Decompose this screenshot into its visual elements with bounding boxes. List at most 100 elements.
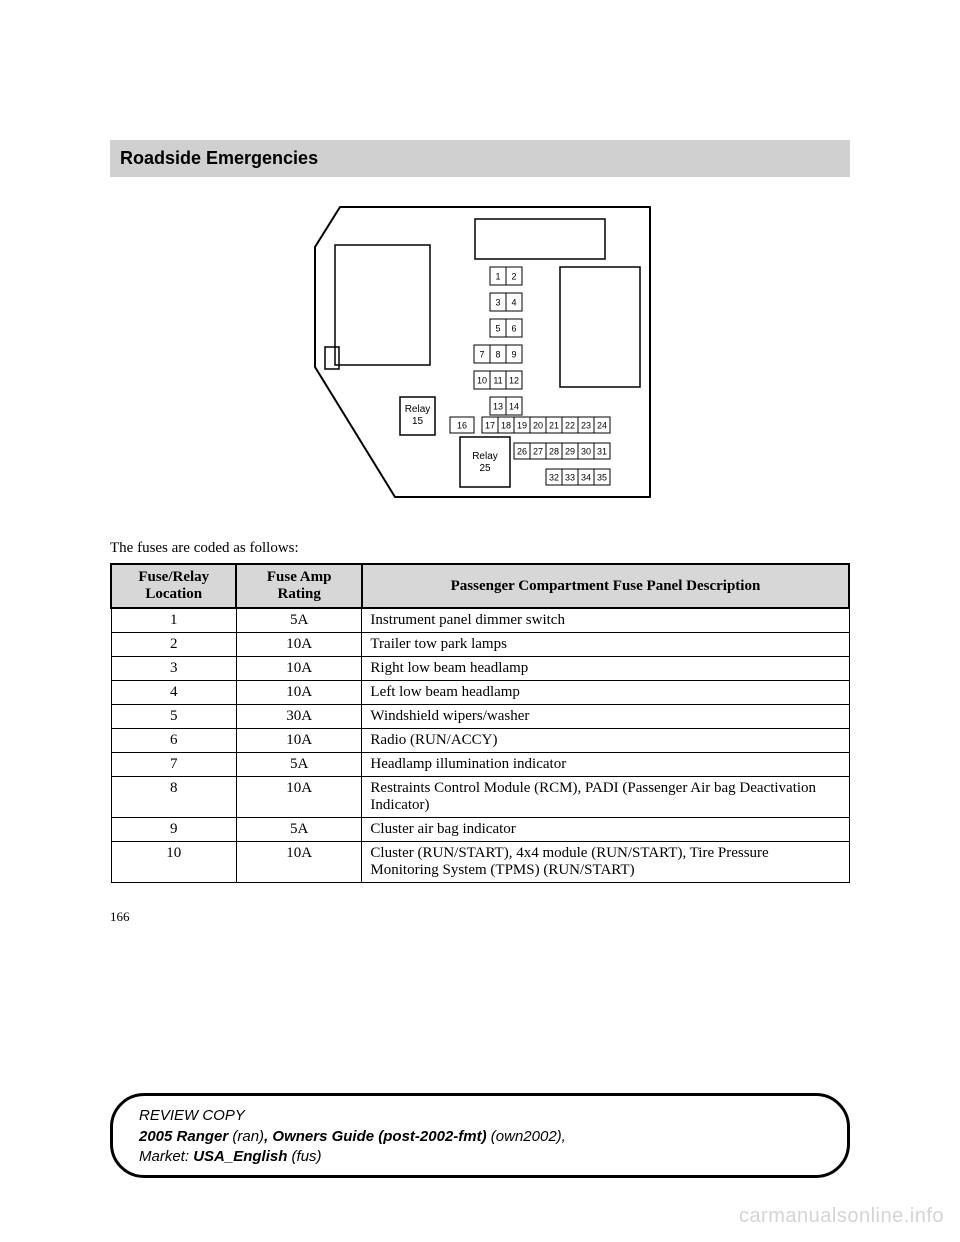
svg-text:29: 29 xyxy=(565,447,575,457)
table-row: 75AHeadlamp illumination indicator xyxy=(111,753,849,777)
svg-text:26: 26 xyxy=(517,447,527,457)
table-cell: 10A xyxy=(236,681,361,705)
table-cell: 5A xyxy=(236,818,361,842)
table-row: 1010ACluster (RUN/START), 4x4 module (RU… xyxy=(111,842,849,883)
table-header: Fuse Amp Rating xyxy=(236,564,361,608)
table-cell: 10A xyxy=(236,777,361,818)
svg-text:34: 34 xyxy=(581,473,591,483)
footer-own: (own2002) xyxy=(487,1128,562,1145)
svg-text:28: 28 xyxy=(549,447,559,457)
table-row: 610ARadio (RUN/ACCY) xyxy=(111,729,849,753)
svg-text:32: 32 xyxy=(549,473,559,483)
svg-text:6: 6 xyxy=(511,324,516,334)
table-cell: 8 xyxy=(111,777,236,818)
table-row: 310ARight low beam headlamp xyxy=(111,657,849,681)
table-cell: 10A xyxy=(236,842,361,883)
svg-text:24: 24 xyxy=(597,421,607,431)
footer-comma2: , xyxy=(562,1128,566,1145)
svg-text:18: 18 xyxy=(501,421,511,431)
table-cell: 3 xyxy=(111,657,236,681)
svg-text:35: 35 xyxy=(597,473,607,483)
svg-text:7: 7 xyxy=(479,350,484,360)
svg-text:4: 4 xyxy=(511,298,516,308)
table-row: 530AWindshield wipers/washer xyxy=(111,705,849,729)
svg-text:10: 10 xyxy=(477,376,487,386)
table-cell: Headlamp illumination indicator xyxy=(362,753,849,777)
table-cell: Windshield wipers/washer xyxy=(362,705,849,729)
footer-line1: REVIEW COPY xyxy=(139,1106,821,1126)
table-cell: Right low beam headlamp xyxy=(362,657,849,681)
table-cell: 5A xyxy=(236,608,361,633)
manual-page: Roadside Emergencies Relay15Relay2512345… xyxy=(0,0,960,925)
svg-text:15: 15 xyxy=(412,416,424,427)
footer-model: 2005 Ranger xyxy=(139,1128,228,1145)
section-header: Roadside Emergencies xyxy=(110,140,850,177)
svg-text:22: 22 xyxy=(565,421,575,431)
table-row: 810ARestraints Control Module (RCM), PAD… xyxy=(111,777,849,818)
table-cell: Instrument panel dimmer switch xyxy=(362,608,849,633)
intro-text: The fuses are coded as follows: xyxy=(110,540,850,557)
svg-text:3: 3 xyxy=(495,298,500,308)
footer-market-label: Market: xyxy=(139,1148,193,1165)
table-cell: 4 xyxy=(111,681,236,705)
table-cell: 7 xyxy=(111,753,236,777)
table-cell: 6 xyxy=(111,729,236,753)
svg-text:2: 2 xyxy=(511,272,516,282)
svg-text:12: 12 xyxy=(509,376,519,386)
table-cell: 30A xyxy=(236,705,361,729)
footer-line2: 2005 Ranger (ran), Owners Guide (post-20… xyxy=(139,1127,821,1147)
page-number: 166 xyxy=(110,909,850,925)
table-cell: Cluster air bag indicator xyxy=(362,818,849,842)
table-header: Passenger Compartment Fuse Panel Descrip… xyxy=(362,564,849,608)
table-row: 410ALeft low beam headlamp xyxy=(111,681,849,705)
svg-text:20: 20 xyxy=(533,421,543,431)
svg-text:1: 1 xyxy=(495,272,500,282)
table-cell: 10A xyxy=(236,729,361,753)
svg-text:Relay: Relay xyxy=(472,451,498,462)
table-cell: 5A xyxy=(236,753,361,777)
svg-text:19: 19 xyxy=(517,421,527,431)
svg-text:30: 30 xyxy=(581,447,591,457)
table-cell: 5 xyxy=(111,705,236,729)
fuse-table: Fuse/Relay LocationFuse Amp RatingPassen… xyxy=(110,563,850,883)
table-cell: 1 xyxy=(111,608,236,633)
svg-text:31: 31 xyxy=(597,447,607,457)
table-row: 95ACluster air bag indicator xyxy=(111,818,849,842)
svg-text:14: 14 xyxy=(509,402,519,412)
svg-text:8: 8 xyxy=(495,350,500,360)
table-cell: Cluster (RUN/START), 4x4 module (RUN/STA… xyxy=(362,842,849,883)
table-cell: 9 xyxy=(111,818,236,842)
footer-fus: (fus) xyxy=(287,1148,321,1165)
svg-text:17: 17 xyxy=(485,421,495,431)
svg-text:13: 13 xyxy=(493,402,503,412)
svg-text:5: 5 xyxy=(495,324,500,334)
svg-text:33: 33 xyxy=(565,473,575,483)
table-cell: 2 xyxy=(111,633,236,657)
svg-text:21: 21 xyxy=(549,421,559,431)
fuse-panel-diagram: Relay15Relay2512345678910111213141617181… xyxy=(300,197,660,507)
fuse-diagram-wrap: Relay15Relay2512345678910111213141617181… xyxy=(110,197,850,512)
table-cell: Radio (RUN/ACCY) xyxy=(362,729,849,753)
footer-guide: Owners Guide (post-2002-fmt) xyxy=(272,1128,486,1145)
footer-box: REVIEW COPY 2005 Ranger (ran), Owners Gu… xyxy=(110,1093,850,1178)
table-header: Fuse/Relay Location xyxy=(111,564,236,608)
svg-text:9: 9 xyxy=(511,350,516,360)
table-row: 15AInstrument panel dimmer switch xyxy=(111,608,849,633)
table-cell: Restraints Control Module (RCM), PADI (P… xyxy=(362,777,849,818)
table-cell: 10A xyxy=(236,633,361,657)
svg-text:25: 25 xyxy=(479,463,491,474)
footer-ran: (ran) xyxy=(228,1128,264,1145)
svg-text:11: 11 xyxy=(493,376,502,386)
table-cell: 10 xyxy=(111,842,236,883)
footer-line3: Market: USA_English (fus) xyxy=(139,1147,821,1167)
footer-market: USA_English xyxy=(193,1148,287,1165)
table-cell: 10A xyxy=(236,657,361,681)
table-row: 210ATrailer tow park lamps xyxy=(111,633,849,657)
table-cell: Trailer tow park lamps xyxy=(362,633,849,657)
svg-text:27: 27 xyxy=(533,447,543,457)
svg-text:Relay: Relay xyxy=(405,404,431,415)
table-cell: Left low beam headlamp xyxy=(362,681,849,705)
watermark: carmanualsonline.info xyxy=(739,1205,944,1228)
svg-text:23: 23 xyxy=(581,421,591,431)
svg-text:16: 16 xyxy=(457,421,467,431)
